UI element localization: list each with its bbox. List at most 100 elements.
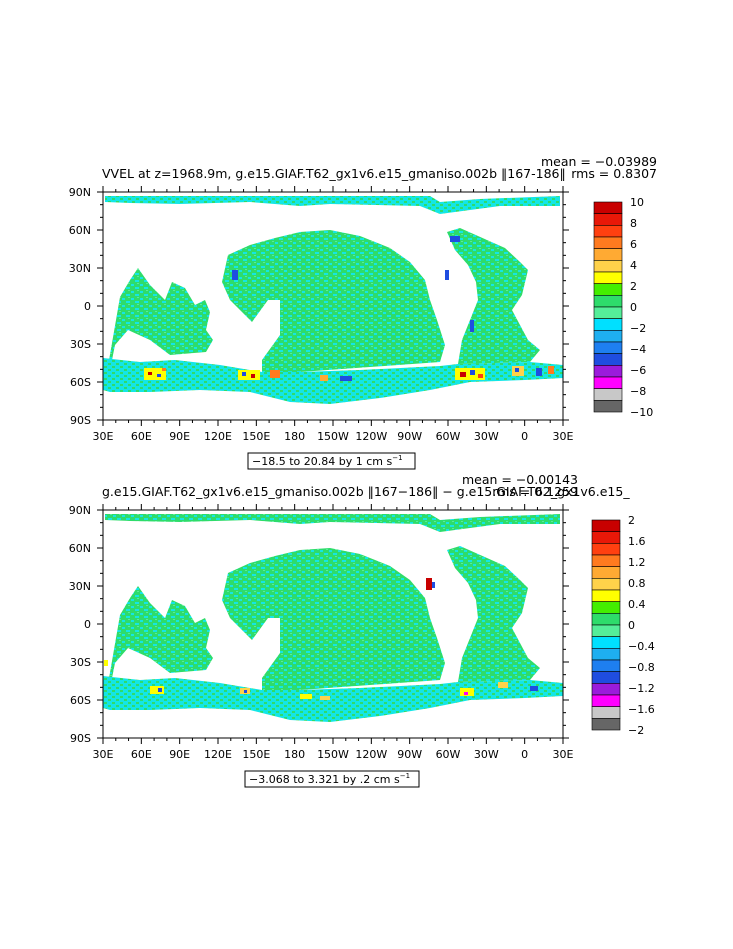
colorbar-label: 2 bbox=[628, 514, 635, 527]
colorbar-label: 1.6 bbox=[628, 535, 646, 548]
y-tick-label: 60N bbox=[69, 542, 91, 555]
x-tick-label: 30E bbox=[553, 748, 574, 761]
colorbar-label: −6 bbox=[630, 364, 646, 377]
panel-1-range-sup: −1 bbox=[392, 454, 402, 462]
panel-2-arctic-ocean bbox=[105, 514, 560, 532]
colorbar-label: −1.6 bbox=[628, 703, 655, 716]
panel-1-anomaly-spots bbox=[144, 236, 554, 381]
panel-1-arctic-ocean bbox=[105, 196, 560, 214]
x-tick-label: 120W bbox=[355, 430, 387, 443]
colorbar-label: −2 bbox=[630, 322, 646, 335]
x-tick-label: 0 bbox=[521, 748, 528, 761]
colorbar-box bbox=[591, 519, 621, 532]
x-tick-label: 180 bbox=[284, 430, 305, 443]
colorbar-label: 0 bbox=[628, 619, 635, 632]
panel-1-pacific-ocean bbox=[222, 230, 445, 372]
x-tick-label: 150W bbox=[317, 748, 349, 761]
y-tick-label: 30S bbox=[70, 338, 91, 351]
colorbar-box bbox=[591, 601, 621, 614]
colorbar-label: −8 bbox=[630, 385, 646, 398]
y-tick-label: 90S bbox=[70, 732, 91, 745]
colorbar-box bbox=[591, 683, 621, 696]
panel-2-rms: rms = 0.1259 bbox=[492, 484, 578, 499]
colorbar-label: 1.2 bbox=[628, 556, 646, 569]
panel-1-colorbar: 10 8 6 4 2 0 −2 −4 −6 −8 −10 bbox=[593, 196, 653, 419]
colorbar-box bbox=[593, 271, 623, 284]
x-tick-label: 60W bbox=[436, 430, 461, 443]
x-tick-label: 60E bbox=[131, 430, 152, 443]
colorbar-box bbox=[591, 613, 621, 626]
colorbar-box bbox=[591, 718, 621, 731]
x-tick-label: 150W bbox=[317, 430, 349, 443]
y-tick-label: 0 bbox=[84, 300, 91, 313]
colorbar-box bbox=[591, 543, 621, 556]
colorbar-label: 0.8 bbox=[628, 577, 646, 590]
colorbar-label: 0 bbox=[630, 301, 637, 314]
colorbar-label: 8 bbox=[630, 217, 637, 230]
y-tick-label: 90S bbox=[70, 414, 91, 427]
x-tick-label: 30E bbox=[93, 430, 114, 443]
colorbar-label: −0.8 bbox=[628, 661, 655, 674]
colorbar-box bbox=[593, 388, 623, 401]
x-tick-label: 30W bbox=[474, 430, 499, 443]
y-tick-label: 30S bbox=[70, 656, 91, 669]
panel-1-range-main: −18.5 to 20.84 by 1 cm s bbox=[252, 455, 392, 468]
panel-1-title: VVEL at z=1968.9m, g.e15.GIAF.T62_gx1v6.… bbox=[102, 166, 566, 181]
colorbar-box bbox=[593, 353, 623, 366]
panel-1-southern-ocean bbox=[103, 358, 563, 404]
colorbar-box bbox=[593, 376, 623, 389]
colorbar-box bbox=[591, 566, 621, 579]
colorbar-box bbox=[593, 365, 623, 378]
panel-1: VVEL at z=1968.9m, g.e15.GIAF.T62_gx1v6.… bbox=[69, 154, 657, 470]
colorbar-box bbox=[593, 236, 623, 249]
x-tick-label: 30E bbox=[93, 748, 114, 761]
colorbar-box bbox=[591, 706, 621, 719]
panel-2-range-box bbox=[244, 770, 420, 788]
colorbar-box bbox=[593, 260, 623, 273]
panel-2-title: g.e15.GIAF.T62_gx1v6.e15_gmaniso.002b ‖1… bbox=[102, 484, 630, 499]
panel-2-indian-ocean bbox=[108, 586, 213, 684]
panel-1-rms: rms = 0.8307 bbox=[571, 166, 657, 181]
colorbar-box bbox=[591, 624, 621, 637]
colorbar-box bbox=[591, 578, 621, 591]
colorbar-box bbox=[591, 531, 621, 544]
x-tick-label: 90E bbox=[169, 430, 190, 443]
panel-1-y-ticks: 90N 60N 30N 0 30S 60S 90S bbox=[69, 186, 569, 427]
colorbar-box bbox=[593, 248, 623, 261]
colorbar-box bbox=[591, 694, 621, 707]
panel-1-range-text: −18.5 to 20.84 by 1 cm s−1 bbox=[252, 454, 403, 468]
colorbar-box bbox=[593, 318, 623, 331]
panel-1-mean: mean = −0.03989 bbox=[541, 154, 657, 169]
panel-2-atlantic-ocean bbox=[447, 546, 540, 682]
x-tick-label: 60W bbox=[436, 748, 461, 761]
colorbar-box bbox=[593, 201, 623, 214]
colorbar-box bbox=[591, 589, 621, 602]
panel-2-x-ticks: 30E 60E 90E 120E 150E 180 150W 120W 90W 60W 30W 0 30… bbox=[93, 504, 574, 761]
colorbar-box bbox=[593, 306, 623, 319]
colorbar-label: 10 bbox=[630, 196, 644, 209]
x-tick-label: 150E bbox=[242, 430, 270, 443]
colorbar-box bbox=[593, 295, 623, 308]
x-tick-label: 120E bbox=[204, 430, 232, 443]
y-tick-label: 60S bbox=[70, 694, 91, 707]
x-tick-label: 180 bbox=[284, 748, 305, 761]
colorbar-box bbox=[593, 330, 623, 343]
x-tick-label: 120W bbox=[355, 748, 387, 761]
x-tick-label: 30E bbox=[553, 430, 574, 443]
colorbar-label: −1.2 bbox=[628, 682, 655, 695]
panel-2-map bbox=[103, 510, 563, 738]
panel-1-range-box bbox=[247, 452, 416, 470]
colorbar-box bbox=[591, 554, 621, 567]
y-tick-label: 60S bbox=[70, 376, 91, 389]
colorbar-box bbox=[591, 659, 621, 672]
panel-1-x-ticks: 30E 60E 90E 120E 150E 180 150W 120W 90W 60W 30W 0 30… bbox=[93, 186, 574, 443]
x-tick-label: 60E bbox=[131, 748, 152, 761]
colorbar-label: 2 bbox=[630, 280, 637, 293]
y-tick-label: 0 bbox=[84, 618, 91, 631]
colorbar-box bbox=[591, 648, 621, 661]
colorbar-label: 4 bbox=[630, 259, 637, 272]
colorbar-label: 6 bbox=[630, 238, 637, 251]
y-tick-label: 60N bbox=[69, 224, 91, 237]
x-tick-label: 90E bbox=[169, 748, 190, 761]
